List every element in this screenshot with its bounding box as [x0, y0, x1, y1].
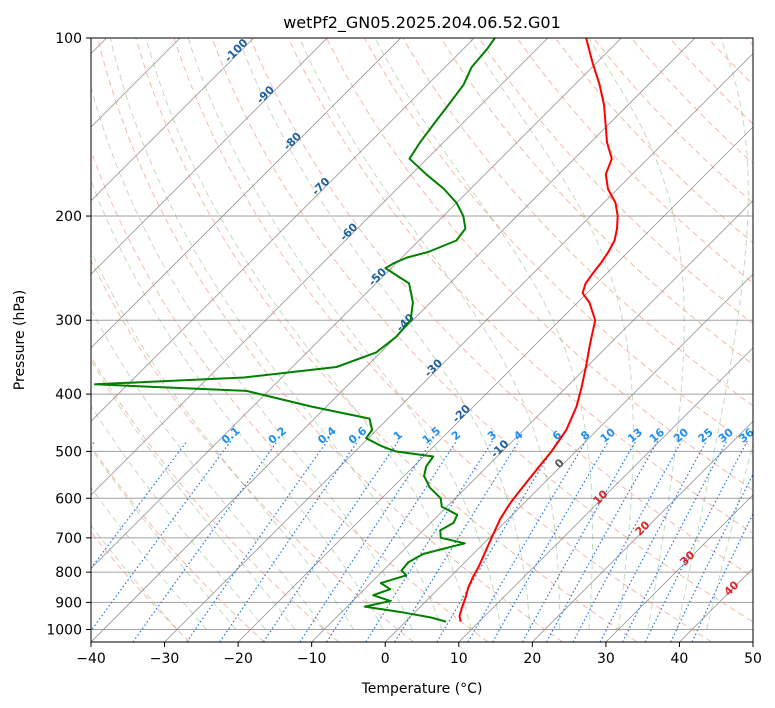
mixing-ratio-line: [91, 440, 188, 570]
mixing-ratio-line: [521, 440, 637, 642]
isotherm-line: [164, 52, 753, 642]
y-tick-label: 900: [55, 595, 82, 611]
dry-adiabat-line: [91, 355, 340, 642]
background-lines: [91, 38, 753, 642]
isotherm-line: [384, 273, 753, 642]
mixing-ratio-line: [186, 440, 328, 642]
x-tick-label: −20: [223, 651, 253, 667]
y-tick-label: 300: [55, 313, 82, 329]
mixing-ratio-line: [299, 440, 433, 642]
moist-adiabat-line: [706, 441, 753, 630]
y-tick-label: 600: [55, 491, 82, 507]
dry-adiabat-line: [91, 445, 265, 642]
isotherm-line: [91, 38, 328, 275]
y-tick-label: 100: [55, 31, 82, 47]
moist-adiabat-line: [91, 250, 355, 630]
isotherm-line: [91, 38, 549, 496]
y-tick-label: 800: [55, 565, 82, 581]
mixing-ratio-line: [436, 440, 559, 642]
moist-adiabat-line: [91, 447, 237, 630]
temperature-profile-line: [458, 38, 619, 622]
dry-adiabat-line: [135, 38, 638, 642]
mixing-ratio-line: [492, 440, 610, 642]
x-tick-label: 0: [381, 651, 390, 667]
mixing-ratio-line: [670, 473, 753, 642]
moist-adiabat-line: [469, 38, 634, 630]
y-tick-label: 700: [55, 531, 82, 547]
x-tick-label: 20: [523, 651, 541, 667]
mixing-ratio-line: [219, 440, 359, 642]
dry-adiabat-line: [249, 38, 753, 578]
x-tick-label: 50: [744, 651, 762, 667]
y-tick-label: 500: [55, 444, 82, 460]
moist-adiabat-line: [299, 38, 561, 630]
moist-adiabat-line: [91, 359, 296, 630]
moist-adiabat-line: [374, 38, 593, 630]
dry-adiabat-line: [173, 38, 712, 642]
dry-adiabat-line: [325, 38, 753, 491]
moist-adiabat-line: [91, 308, 325, 630]
data-series: [94, 38, 619, 623]
moist-adiabat-line: [91, 85, 413, 630]
dry-adiabat-line: [211, 38, 753, 623]
x-tick-label: −40: [76, 651, 106, 667]
moist-adiabat-line: [145, 38, 472, 630]
dry-adiabat-line: [287, 38, 753, 534]
mixing-ratio-line: [546, 440, 659, 642]
x-tick-label: 10: [450, 651, 468, 667]
moist-adiabat-line: [676, 38, 749, 630]
mixing-ratio-line: [365, 440, 494, 642]
isotherm-line: [605, 494, 753, 642]
mixing-ratio-line: [262, 440, 399, 642]
y-tick-label: 1000: [46, 622, 82, 638]
y-tick-label: 200: [55, 209, 82, 225]
moist-adiabat-line: [91, 524, 178, 630]
moist-adiabat-line: [91, 486, 207, 630]
isotherm-line: [91, 38, 254, 202]
mixing-ratio-line: [394, 440, 520, 642]
moist-adiabat-line: [109, 38, 443, 630]
x-tick-label: −30: [150, 651, 180, 667]
chart-title: wetPf2_GN05.2025.204.06.52.G01: [283, 13, 561, 33]
isotherm-line: [91, 38, 475, 422]
x-tick-label: −10: [297, 651, 327, 667]
dry-adiabat-line: [97, 38, 563, 642]
moist-adiabat-line: [237, 38, 531, 630]
y-tick-label: 400: [55, 387, 82, 403]
mixing-ratio-line: [644, 440, 748, 642]
x-tick-label: 30: [597, 651, 615, 667]
dewpoint-profile-line: [94, 38, 496, 623]
y-axis-label: Pressure (hPa): [12, 290, 28, 390]
y-axis: 100 200 300 400 500 600 700 800 900 1000: [46, 31, 91, 638]
isotherm-line: [237, 126, 753, 642]
moist-adiabat-line: [91, 405, 266, 630]
moist-adiabat-line: [187, 38, 502, 630]
x-axis: −40 −30 −20 −10 0 10 20 30 40 50: [76, 642, 762, 667]
mixing-ratio-line: [91, 440, 232, 632]
mixing-ratio-line: [326, 440, 458, 642]
moist-adiabat-line: [91, 179, 384, 630]
isotherm-line: [311, 200, 753, 642]
isotherm-line: [458, 347, 753, 642]
moist-adiabat-line: [587, 38, 685, 630]
mixing-ratio-line: [467, 440, 587, 642]
x-axis-label: Temperature (°C): [361, 681, 483, 697]
isotherm-line: [91, 38, 622, 570]
x-tick-label: 40: [671, 651, 689, 667]
isotherm-line: [532, 420, 753, 642]
dry-adiabat-line: [91, 259, 414, 642]
plot-frame: [90, 37, 754, 643]
